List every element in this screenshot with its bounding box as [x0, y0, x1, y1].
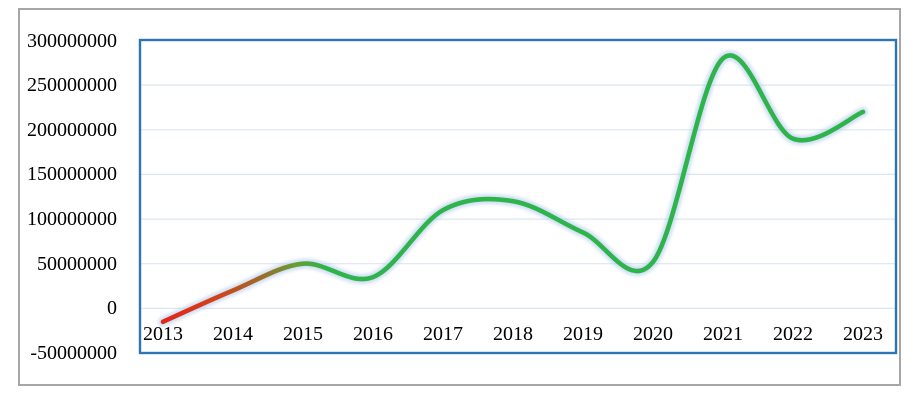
x-axis-label: 2019 [563, 323, 603, 345]
y-axis-label: 300000000 [27, 30, 117, 52]
plot-border [138, 38, 898, 355]
x-axis-label: 2020 [633, 323, 673, 345]
y-axis-label: 250000000 [27, 74, 117, 96]
x-axis-label: 2015 [283, 323, 323, 345]
y-axis-label: 200000000 [27, 119, 117, 141]
x-axis-label: 2018 [493, 323, 533, 345]
x-axis-label: 2021 [703, 323, 743, 345]
trend-line-glow [158, 50, 868, 327]
y-axis-label: 0 [107, 297, 117, 319]
x-axis-label: 2017 [423, 323, 463, 345]
x-axis-label: 2016 [353, 323, 393, 345]
gridlines [140, 84, 896, 309]
y-axis-label: -50000000 [30, 342, 117, 364]
trend-line [160, 53, 866, 325]
x-axis-label: 2014 [213, 323, 253, 345]
y-axis-label: 50000000 [37, 253, 117, 275]
x-axis-label: 2022 [773, 323, 813, 345]
x-axis-label: 2013 [143, 323, 183, 345]
y-axis-label: 150000000 [27, 163, 117, 185]
x-axis-label: 2023 [843, 323, 883, 345]
y-axis-label: 100000000 [27, 208, 117, 230]
